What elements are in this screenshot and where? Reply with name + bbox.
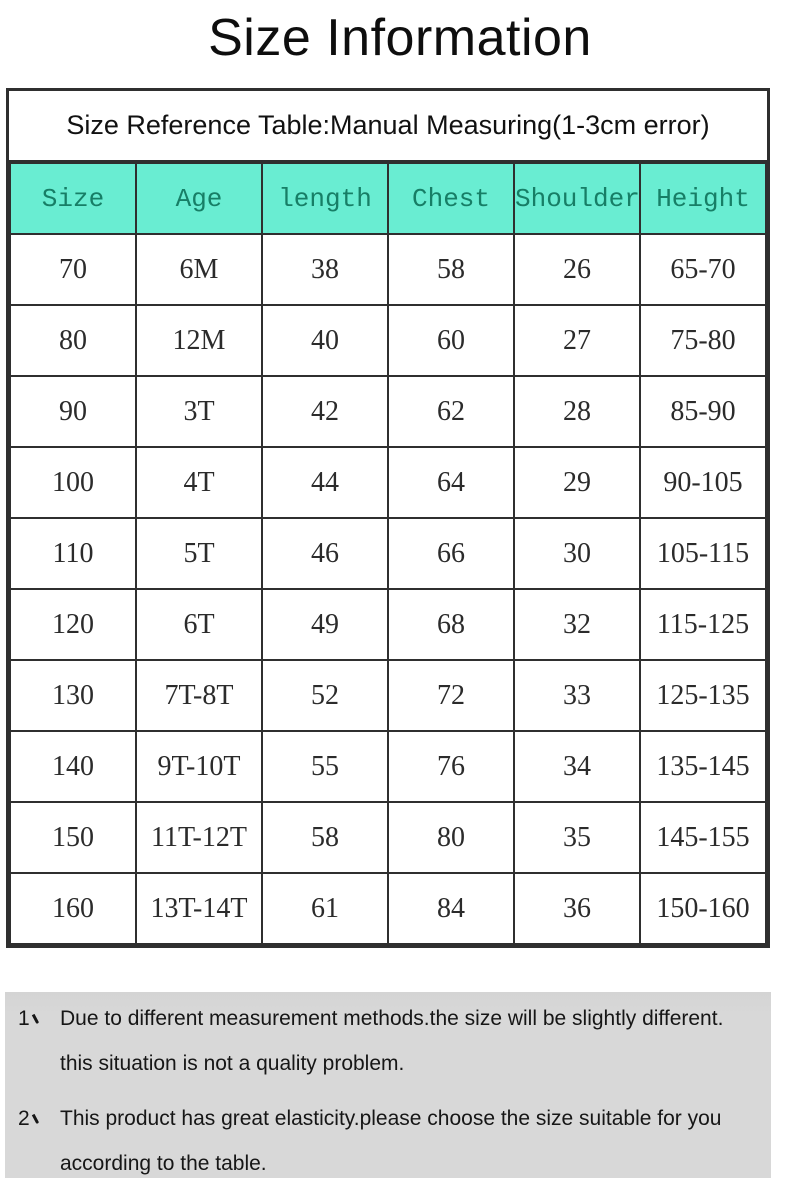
table-cell: 33 <box>513 659 641 732</box>
note-line: this situation is not a quality problem. <box>60 1052 405 1075</box>
table-cell: 70 <box>9 233 137 306</box>
ideographic-comma-icon <box>32 1113 42 1125</box>
table-cell: 68 <box>387 588 515 661</box>
table-cell: 46 <box>261 517 389 590</box>
note-item: 1 Due to different measurement methods.t… <box>5 996 763 1086</box>
column-header-height: Height <box>639 162 767 235</box>
table-row: 120 6T 49 68 32 115-125 <box>9 588 767 661</box>
table-cell: 34 <box>513 730 641 803</box>
table-cell: 28 <box>513 375 641 448</box>
note-line: according to the table. <box>60 1152 267 1175</box>
page-title: Size Information <box>208 9 592 67</box>
table-row: 150 11T-12T 58 80 35 145-155 <box>9 801 767 874</box>
table-cell: 26 <box>513 233 641 306</box>
table-row: 140 9T-10T 55 76 34 135-145 <box>9 730 767 803</box>
table-cell: 42 <box>261 375 389 448</box>
table-cell: 35 <box>513 801 641 874</box>
note-marker: 2 <box>18 1096 42 1141</box>
table-row: 100 4T 44 64 29 90-105 <box>9 446 767 519</box>
table-cell: 85-90 <box>639 375 767 448</box>
table-cell: 40 <box>261 304 389 377</box>
table-cell: 5T <box>135 517 263 590</box>
table-cell: 76 <box>387 730 515 803</box>
note-item: 2 This product has great elasticity.plea… <box>5 1096 763 1178</box>
table-cell: 60 <box>387 304 515 377</box>
table-row: 130 7T-8T 52 72 33 125-135 <box>9 659 767 732</box>
table-cell: 49 <box>261 588 389 661</box>
table-cell: 55 <box>261 730 389 803</box>
table-cell: 61 <box>261 872 389 945</box>
table-cell: 90-105 <box>639 446 767 519</box>
note-line: This product has great elasticity.please… <box>60 1107 722 1130</box>
note-lines: This product has great elasticity.please… <box>60 1096 763 1178</box>
column-header-chest: Chest <box>387 162 515 235</box>
table-cell: 135-145 <box>639 730 767 803</box>
note-lines: Due to different measurement methods.the… <box>60 996 763 1086</box>
table-cell: 150 <box>9 801 137 874</box>
table-cell: 44 <box>261 446 389 519</box>
table-cell: 6M <box>135 233 263 306</box>
note-line: Due to different measurement methods.the… <box>60 1007 724 1030</box>
table-cell: 58 <box>261 801 389 874</box>
table-cell: 90 <box>9 375 137 448</box>
table-cell: 140 <box>9 730 137 803</box>
notes-section: 1 Due to different measurement methods.t… <box>5 992 771 1178</box>
table-cell: 6T <box>135 588 263 661</box>
column-header-size: Size <box>9 162 137 235</box>
table-cell: 13T-14T <box>135 872 263 945</box>
table-cell: 4T <box>135 446 263 519</box>
size-reference-table: Size Reference Table:Manual Measuring(1-… <box>6 88 770 948</box>
table-cell: 36 <box>513 872 641 945</box>
note-number: 1 <box>18 1007 30 1030</box>
table-row: 160 13T-14T 61 84 36 150-160 <box>9 872 767 945</box>
table-cell: 9T-10T <box>135 730 263 803</box>
table-header-row: Size Age length Chest Shoulder Height <box>9 162 767 235</box>
table-cell: 3T <box>135 375 263 448</box>
table-row: 90 3T 42 62 28 85-90 <box>9 375 767 448</box>
table-cell: 150-160 <box>639 872 767 945</box>
table-cell: 38 <box>261 233 389 306</box>
table-cell: 11T-12T <box>135 801 263 874</box>
table-cell: 80 <box>387 801 515 874</box>
note-number: 2 <box>18 1107 30 1130</box>
table-cell: 105-115 <box>639 517 767 590</box>
table-cell: 100 <box>9 446 137 519</box>
table-cell: 115-125 <box>639 588 767 661</box>
table-cell: 160 <box>9 872 137 945</box>
table-caption: Size Reference Table:Manual Measuring(1-… <box>9 91 767 162</box>
size-table-body: 70 6M 38 58 26 65-70 80 12M 40 60 27 75-80 90 3T 42 62 2… <box>9 233 767 945</box>
table-cell: 72 <box>387 659 515 732</box>
table-cell: 32 <box>513 588 641 661</box>
table-cell: 64 <box>387 446 515 519</box>
table-cell: 62 <box>387 375 515 448</box>
table-cell: 145-155 <box>639 801 767 874</box>
ideographic-comma-icon <box>32 1013 42 1025</box>
table-row: 70 6M 38 58 26 65-70 <box>9 233 767 306</box>
table-cell: 30 <box>513 517 641 590</box>
table-cell: 66 <box>387 517 515 590</box>
column-header-shoulder: Shoulder <box>513 162 641 235</box>
table-cell: 7T-8T <box>135 659 263 732</box>
table-cell: 84 <box>387 872 515 945</box>
table-cell: 130 <box>9 659 137 732</box>
size-table-head: Size Age length Chest Shoulder Height <box>9 162 767 235</box>
table-cell: 75-80 <box>639 304 767 377</box>
table-cell: 80 <box>9 304 137 377</box>
table-row: 80 12M 40 60 27 75-80 <box>9 304 767 377</box>
table-cell: 65-70 <box>639 233 767 306</box>
table-cell: 110 <box>9 517 137 590</box>
table-cell: 27 <box>513 304 641 377</box>
table-cell: 29 <box>513 446 641 519</box>
table-row: 110 5T 46 66 30 105-115 <box>9 517 767 590</box>
table-cell: 120 <box>9 588 137 661</box>
column-header-length: length <box>261 162 389 235</box>
note-marker: 1 <box>18 996 42 1041</box>
table-cell: 52 <box>261 659 389 732</box>
column-header-age: Age <box>135 162 263 235</box>
table-cell: 12M <box>135 304 263 377</box>
table-cell: 125-135 <box>639 659 767 732</box>
table-cell: 58 <box>387 233 515 306</box>
size-table-grid: Size Age length Chest Shoulder Height 70 6M 38 5… <box>9 162 767 945</box>
